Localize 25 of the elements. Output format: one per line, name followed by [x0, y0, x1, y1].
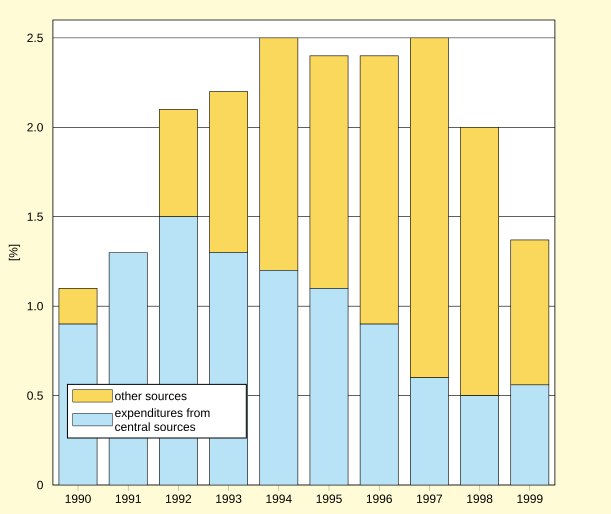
x-tick-label: 1993 [216, 494, 242, 503]
y-tick-label: 2.0 [27, 123, 43, 132]
x-tick-label: 1998 [467, 494, 492, 503]
y-tick-label: 0.5 [27, 391, 43, 400]
legend-label: other sources [115, 391, 187, 400]
y-axis-title: [%] [8, 244, 20, 260]
x-tick-label: 1990 [66, 494, 91, 503]
x-tick-label: 1995 [316, 494, 342, 503]
y-tick-label: 1.5 [28, 212, 43, 221]
x-tick-label: 1994 [266, 494, 292, 503]
x-tick-label: 1999 [517, 494, 543, 503]
legend-label: expenditures from central sources [115, 408, 210, 432]
y-tick-label: 2.5 [27, 34, 43, 42]
bar [360, 324, 399, 485]
bar [259, 270, 298, 485]
bar [310, 288, 348, 485]
bar [460, 395, 499, 485]
x-tick-label: 1996 [366, 494, 392, 503]
y-tick-label: 0 [37, 480, 43, 490]
x-tick-label: 1997 [417, 494, 442, 503]
bar [510, 384, 550, 485]
x-tick-label: 1992 [166, 494, 192, 503]
y-tick-label: 1.0 [28, 302, 43, 310]
bar [410, 377, 449, 485]
x-tick-label: 1991 [116, 494, 141, 503]
